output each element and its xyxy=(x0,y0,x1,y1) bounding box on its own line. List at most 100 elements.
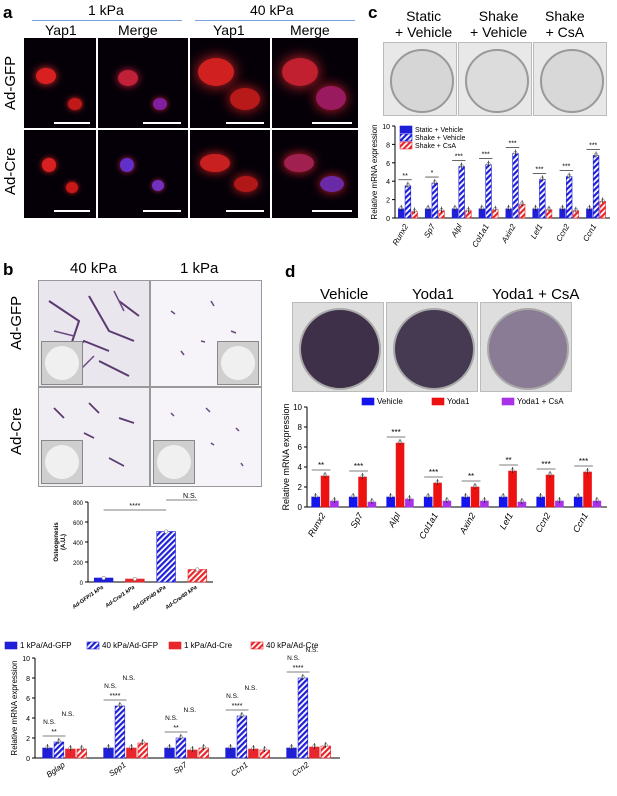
panel-a-group-1kpa: 1 kPa xyxy=(88,2,124,18)
panel-d-label: d xyxy=(285,262,296,281)
sig-ns: N.S. xyxy=(122,675,135,682)
sig-ns: N.S. xyxy=(104,683,117,690)
sig-stars: **** xyxy=(110,693,121,700)
y-tick-label: 6 xyxy=(386,161,390,168)
sig-ns: N.S. xyxy=(165,715,178,722)
legend-swatch xyxy=(431,397,445,406)
x-tick-label: Ad-Cre/40 kPa xyxy=(164,585,199,612)
panel-c-plate-label-0: Static + Vehicle xyxy=(395,8,453,40)
sig-stars: *** xyxy=(579,457,588,466)
sig-stars: *** xyxy=(508,141,516,148)
y-tick-label: 10 xyxy=(22,656,30,663)
bar-Ccn2-1 xyxy=(545,474,555,508)
bar-Ccn2-1 xyxy=(566,176,573,219)
inset-plate xyxy=(41,341,83,385)
x-tick-label: Bglap xyxy=(45,760,67,779)
culture-plate-shake-vehicle xyxy=(458,42,532,116)
legend-swatch xyxy=(250,641,264,650)
panel-d-plate-label-1: Yoda1 xyxy=(412,286,454,303)
sig-ns: N.S. xyxy=(305,647,318,654)
panel-a-col-yap1-1: Yap1 xyxy=(45,22,77,38)
bar-Alpl-1 xyxy=(395,442,405,508)
panel-a-col-merge-2: Merge xyxy=(290,22,330,38)
x-tick-label: Ad-GFP/1 kPa xyxy=(71,585,105,611)
y-tick-label: 800 xyxy=(73,501,84,507)
panel-a-col-yap1-2: Yap1 xyxy=(213,22,245,38)
sig-stars: **** xyxy=(293,665,304,672)
x-tick-label: Sp7 xyxy=(348,510,365,530)
stain-image-adcre-40kpa xyxy=(38,387,150,487)
y-tick-label: 2 xyxy=(386,198,390,205)
x-tick-label: Ccn1 xyxy=(581,223,598,244)
legend-label: 40 kPa/Ad-GFP xyxy=(102,641,158,650)
legend-swatch xyxy=(399,141,413,150)
x-tick-label: Ccn2 xyxy=(533,511,552,534)
inset-plate xyxy=(41,440,83,484)
panel-b-group-1kpa: 1 kPa xyxy=(180,260,219,277)
sig-stars: *** xyxy=(589,142,597,149)
sig-ns: N.S. xyxy=(244,685,257,692)
bar-Sp7-1 xyxy=(431,182,438,219)
x-tick-label: Runx2 xyxy=(391,222,411,247)
bar-Bglap-1 xyxy=(53,741,65,759)
sig-stars: ** xyxy=(468,472,474,481)
panel-a-label: a xyxy=(3,3,13,22)
legend-swatch xyxy=(399,125,413,134)
micrograph-adgfp-40kpa-yap1 xyxy=(190,38,270,128)
inset-plate xyxy=(153,440,195,484)
micrograph-adgfp-1kpa-yap1 xyxy=(24,38,96,128)
sig-ns: N.S. xyxy=(43,719,56,726)
culture-plate-static-vehicle xyxy=(383,42,457,116)
x-tick-label: Sp7 xyxy=(172,760,189,776)
bar-Ccn1-1 xyxy=(592,155,600,219)
sig-ns: N.S. xyxy=(61,711,74,718)
legend-swatch xyxy=(501,397,515,406)
panel-a-row-adcre: Ad-Cre xyxy=(2,147,19,195)
legend-label: Vehicle xyxy=(377,397,403,406)
panel-c-label: c xyxy=(368,3,378,22)
bar-Ad-GFP/40 kPa xyxy=(156,531,176,583)
x-tick-label: Lef1 xyxy=(529,223,545,241)
bar-Runx2-1 xyxy=(320,475,330,508)
legend-swatch xyxy=(168,641,182,650)
panel-a-group-underline xyxy=(32,20,182,21)
panel-b-row-adcre: Ad-Cre xyxy=(8,407,25,455)
y-tick-label: 400 xyxy=(73,541,84,547)
x-tick-label: Ccn1 xyxy=(229,760,249,778)
bar-Axin2-2 xyxy=(518,203,526,219)
x-tick-label: Ad-Cre/1 kPa xyxy=(104,585,136,610)
bar-Spp1-1 xyxy=(114,705,126,759)
x-tick-label: Axin2 xyxy=(457,511,477,536)
micrograph-adcre-1kpa-yap1 xyxy=(24,130,96,218)
x-tick-label: Lef1 xyxy=(498,511,515,531)
sig-stars: * xyxy=(431,170,434,177)
sig-ns: N.S. xyxy=(287,655,300,662)
panel-d-plate-label-0: Vehicle xyxy=(320,286,369,303)
y-tick-label: 200 xyxy=(73,561,84,567)
chart-b-osteogenesis: 0 200 400 600 800 Osteogenesis (A.U.) Ad-GFP/1 … xyxy=(54,493,213,613)
y-axis-title: Relative mRNA expression xyxy=(10,660,19,755)
bar-Col1a1-1 xyxy=(485,164,492,219)
y-tick-label: 6 xyxy=(26,696,30,703)
x-tick-label: Alpl xyxy=(386,510,403,530)
bar-Alpl-1 xyxy=(458,166,465,219)
legend-label: 40 kPa/Ad-Cre xyxy=(266,641,319,650)
y-axis-title: (A.U.) xyxy=(61,534,67,550)
data-point xyxy=(164,529,169,534)
bar-Ccn1-2 xyxy=(599,201,606,219)
y-tick-label: 0 xyxy=(80,581,84,587)
legend-label: Yoda1 + CsA xyxy=(517,397,564,406)
x-tick-label: Ad-GFP/40 kPa xyxy=(131,585,168,613)
sig-stars: *** xyxy=(391,428,400,437)
legend-swatch xyxy=(86,641,100,650)
panel-d-plate-label-2: Yoda1 + CsA xyxy=(492,286,580,303)
data-point xyxy=(101,575,106,581)
sig-stars: *** xyxy=(354,462,363,471)
x-tick-label: Ccn1 xyxy=(571,511,590,534)
bar-Lef1-1 xyxy=(539,179,546,219)
sig-stars: ** xyxy=(318,461,324,470)
panel-b-group-40kpa: 40 kPa xyxy=(70,260,117,277)
y-tick-label: 8 xyxy=(386,142,390,149)
